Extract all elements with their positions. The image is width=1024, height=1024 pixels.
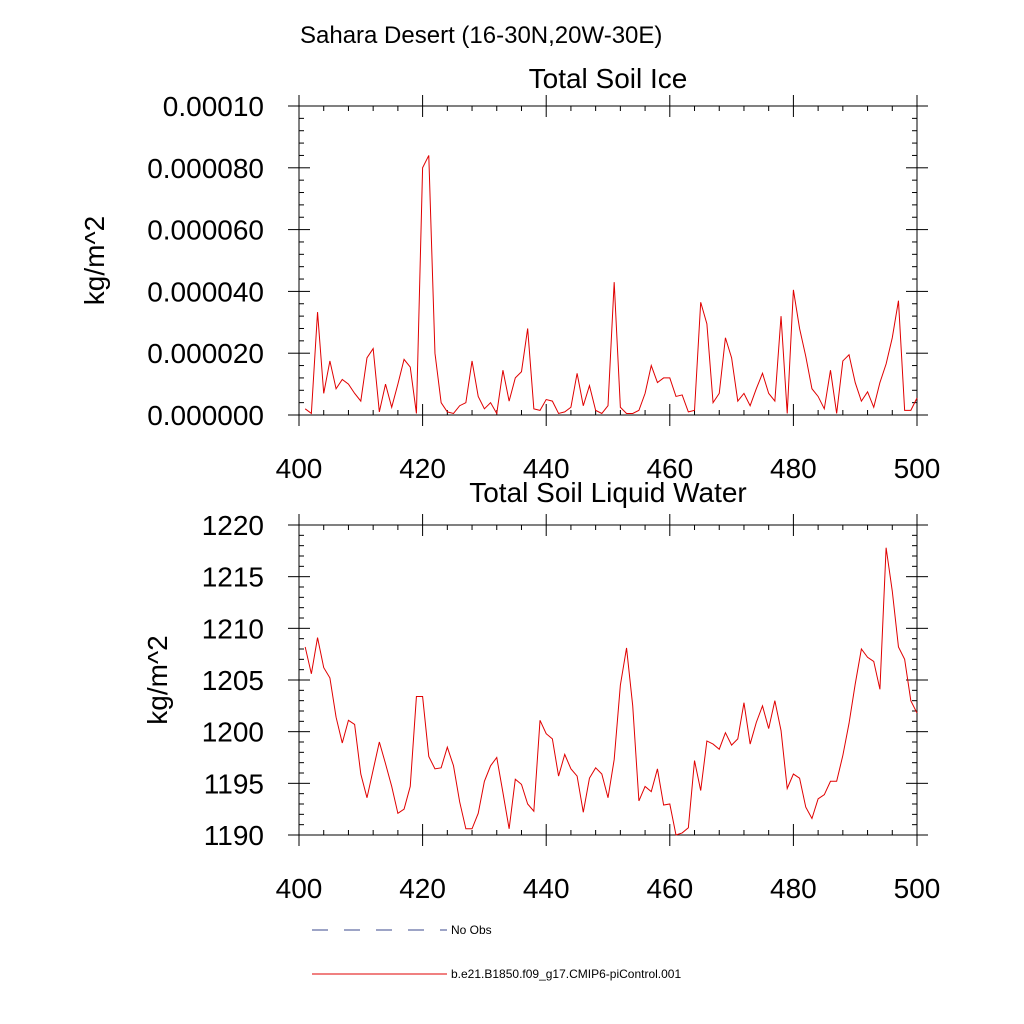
- soil-ice-y-tick-label: 0.000080: [147, 153, 264, 184]
- soil-ice-y-tick-label: 0.00010: [163, 91, 264, 122]
- legend-label-picontrol: b.e21.B1850.f09_g17.CMIP6-piControl.001: [451, 967, 681, 981]
- legend-label-no-obs: No Obs: [451, 923, 492, 937]
- soil-water-panel-title: Total Soil Liquid Water: [469, 477, 747, 508]
- soil-ice-y-tick-label: 0.000020: [147, 338, 264, 369]
- soil-ice-x-tick-label: 460: [646, 453, 693, 484]
- soil-ice-panel-title: Total Soil Ice: [529, 63, 688, 94]
- soil-water-y-tick-label: 1190: [204, 820, 264, 851]
- soil-ice-y-tick-label: 0.000040: [147, 276, 264, 307]
- soil-ice-y-tick-label: 0.000060: [147, 215, 264, 246]
- soil-water-series-line: [304, 547, 918, 836]
- soil-liquid-water-panel: Total Soil Liquid Water kg/m^2 400 420 440 46…: [142, 477, 940, 904]
- figure-title: Sahara Desert (16-30N,20W-30E): [300, 22, 662, 49]
- soil-water-y-axis-label: kg/m^2: [142, 635, 173, 724]
- legend-item-no-obs: No Obs: [312, 923, 492, 937]
- soil-ice-x-tick-label: 400: [276, 453, 323, 484]
- soil-ice-y-tick-label: 0.000000: [147, 400, 264, 431]
- soil-water-y-tick-label: 1200: [202, 717, 264, 748]
- soil-water-y-tick-label: 1205: [202, 665, 264, 696]
- soil-ice-x-tick-label: 500: [894, 453, 941, 484]
- soil-ice-x-tick-label: 420: [399, 453, 446, 484]
- soil-water-x-tick-label: 460: [646, 873, 693, 904]
- soil-ice-x-tick-label: 440: [523, 453, 570, 484]
- soil-ice-y-axis-label: kg/m^2: [79, 216, 110, 305]
- soil-water-y-tick-label: 1195: [204, 768, 264, 799]
- soil-water-x-tick-label: 420: [399, 873, 446, 904]
- soil-water-x-tick-label: 480: [770, 873, 817, 904]
- soil-water-y-tick-label: 1220: [202, 510, 264, 541]
- soil-ice-panel: Total Soil Ice kg/m^2 400 420 440 460 480 500 0.…: [79, 63, 940, 484]
- legend: No Obs b.e21.B1850.f09_g17.CMIP6-piContr…: [312, 923, 681, 981]
- soil-water-x-tick-label: 400: [276, 873, 323, 904]
- soil-water-y-tick-label: 1215: [202, 562, 264, 593]
- soil-water-x-tick-label: 440: [523, 873, 570, 904]
- soil-ice-series-line: [304, 155, 918, 415]
- soil-water-y-tick-label: 1210: [202, 613, 264, 644]
- soil-water-x-tick-label: 500: [894, 873, 941, 904]
- soil-ice-plot-frame: [298, 105, 918, 416]
- legend-item-picontrol: b.e21.B1850.f09_g17.CMIP6-piControl.001: [312, 967, 681, 981]
- soil-ice-x-tick-label: 480: [770, 453, 817, 484]
